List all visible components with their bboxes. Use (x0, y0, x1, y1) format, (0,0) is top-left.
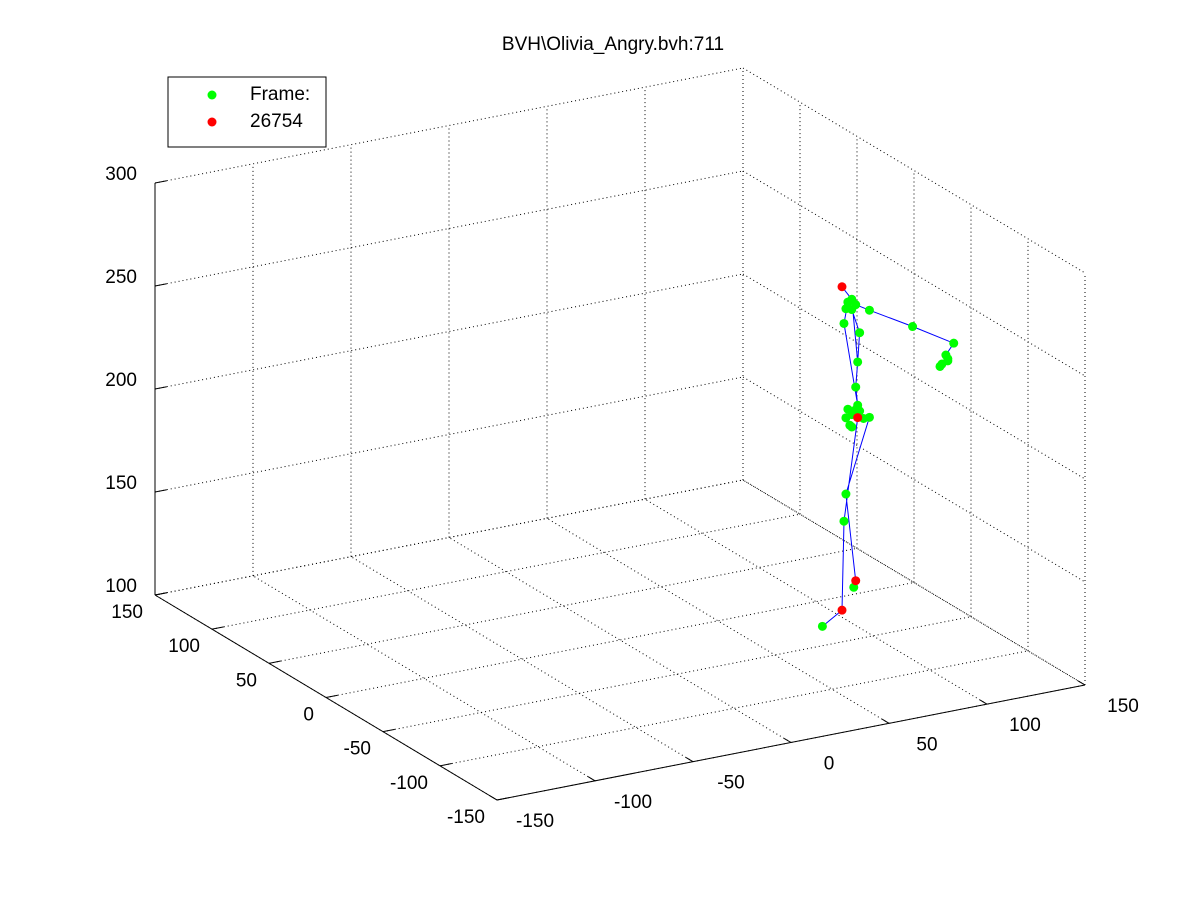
grid-line (742, 479, 1086, 686)
tick-mark (211, 626, 224, 630)
joint-marker (853, 357, 863, 367)
joint-marker (908, 322, 918, 332)
tick-mark (979, 699, 988, 705)
joint-marker (851, 382, 861, 392)
joint-marker (839, 318, 849, 328)
legend-label: 26754 (250, 111, 303, 132)
joint-marker (943, 354, 953, 364)
x-tick-label: -100 (614, 792, 652, 813)
tick-mark (154, 283, 167, 287)
grid-line (252, 575, 596, 782)
tick-mark (154, 180, 167, 184)
x-tick-label: 50 (916, 734, 937, 755)
y-tick-label: 150 (111, 602, 143, 623)
tick-mark (154, 489, 167, 493)
grid-line (439, 650, 1029, 767)
grid-line (154, 376, 744, 493)
tick-mark (783, 737, 792, 743)
grid-line (742, 273, 1086, 480)
joint-marker (853, 413, 863, 423)
tick-mark (154, 592, 167, 596)
tick-mark (685, 757, 694, 763)
tick-mark (325, 694, 338, 698)
joint-marker (935, 361, 945, 371)
legend-box (167, 76, 327, 148)
legend-marker (207, 117, 217, 127)
legend: Frame: 26754 (167, 76, 327, 148)
grid-line (742, 376, 1086, 583)
y-axis (154, 594, 498, 801)
y-tick-label: -150 (447, 807, 485, 828)
joint-marker (841, 489, 851, 499)
joint-marker (837, 605, 847, 615)
y-tick-label: 100 (168, 636, 200, 657)
joint-marker (847, 422, 857, 432)
z-tick-label: 250 (105, 267, 137, 288)
tick-mark (268, 660, 281, 664)
joint-marker (851, 576, 861, 586)
x-tick-label: 100 (1009, 715, 1041, 736)
y-tick-label: -100 (390, 773, 428, 794)
legend-label: Frame: (250, 84, 310, 105)
grid-line (325, 582, 915, 698)
z-tick-label: 200 (105, 370, 137, 391)
grid-line (154, 273, 744, 390)
joint-marker (837, 282, 847, 292)
grid-line (448, 537, 792, 743)
y-tick-label: 50 (236, 670, 257, 691)
grid-line (644, 498, 988, 705)
legend-marker (207, 90, 217, 100)
chart-title: BVH\Olivia_Angry.bvh:711 (502, 34, 724, 55)
grid-line (742, 170, 1086, 377)
z-tick-label: 150 (105, 473, 137, 494)
x-tick-label: -150 (516, 811, 554, 832)
z-tick-label: 100 (105, 576, 137, 597)
joint-marker (839, 516, 849, 526)
x-tick-label: -50 (717, 773, 744, 794)
bone-lines (822, 286, 955, 627)
joint-marker (841, 413, 851, 423)
y-tick-label: 0 (303, 705, 314, 726)
tick-mark (439, 763, 452, 767)
x-tick-label: 0 (824, 754, 835, 775)
grid-line (742, 67, 1086, 274)
joint-marker (817, 621, 827, 631)
tick-mark (881, 718, 890, 724)
joint-marker (864, 305, 874, 315)
grid-line (268, 547, 858, 664)
joint-marker (847, 305, 857, 315)
z-tick-label: 300 (105, 164, 137, 185)
x-axis (496, 684, 1086, 801)
grid-line (546, 517, 890, 724)
tick-mark (382, 728, 395, 733)
joint-marker (855, 328, 865, 338)
x-tick-label: 150 (1107, 696, 1139, 717)
y-tick-label: -50 (344, 739, 371, 760)
tick-mark (587, 776, 596, 782)
grid-line (350, 556, 694, 763)
joint-marker (949, 338, 959, 348)
joint-marker (864, 412, 874, 422)
tick-mark (154, 386, 167, 390)
